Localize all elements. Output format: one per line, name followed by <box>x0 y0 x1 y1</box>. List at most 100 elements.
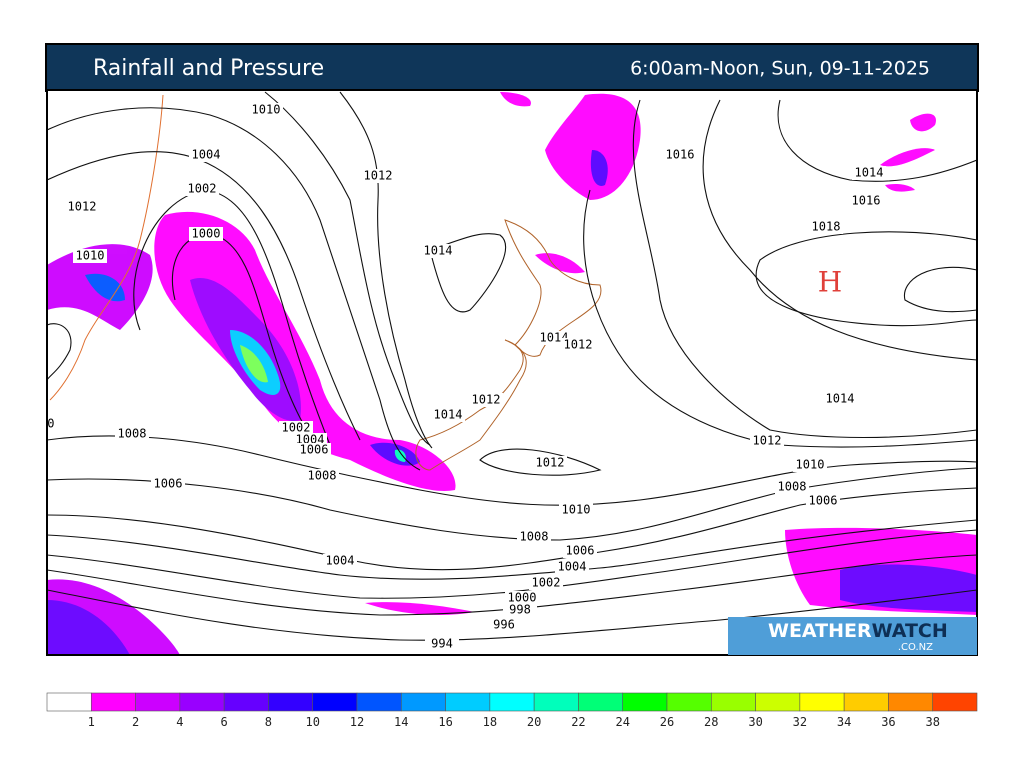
logo-brand-accent: WATCH <box>872 620 948 642</box>
isobar-label-bg <box>517 530 551 544</box>
legend-swatch <box>578 692 624 712</box>
isobar-label: 1008 <box>520 530 549 544</box>
isobar-label-bg <box>185 182 219 196</box>
legend-label: 8 <box>265 715 272 729</box>
isobar-label-bg <box>421 244 455 258</box>
legend-label: 34 <box>837 715 851 729</box>
isobar-label: 1006 <box>566 544 595 558</box>
high-pressure-label: H <box>818 266 842 299</box>
isobar-label-bg <box>809 220 843 234</box>
isobar-label: 1014 <box>855 166 884 180</box>
logo-box <box>728 617 977 655</box>
isobar-label-bg <box>115 427 149 441</box>
legend-label: 24 <box>615 715 629 729</box>
isobar-label: 1002 <box>188 182 217 196</box>
isobar-label-bg <box>189 227 223 241</box>
isobar-label-bg <box>151 477 185 491</box>
isobar-label-bg <box>806 494 840 508</box>
isobar-label-bg <box>775 480 809 494</box>
title: Rainfall and Pressure <box>93 56 324 81</box>
isobar-label-bg <box>849 194 883 208</box>
legend-swatch <box>268 692 314 712</box>
legend-label: 32 <box>793 715 807 729</box>
isobar-label: 1010 <box>76 249 105 263</box>
isobar-label-bg <box>279 421 313 435</box>
isobar-label: 1012 <box>536 456 565 470</box>
legend-swatch <box>533 692 579 712</box>
isobar-label-bg <box>431 408 465 422</box>
isobar-label: 998 <box>509 603 531 617</box>
isobar-label: 1014 <box>434 408 463 422</box>
legend-swatch <box>799 692 845 712</box>
isobar-label: 1016 <box>666 148 695 162</box>
isobar-label-bg <box>73 249 107 263</box>
isobar-label-bg <box>559 503 593 517</box>
isobar-label-bg <box>533 456 567 470</box>
legend-swatch <box>179 692 225 712</box>
isobar-label-bg <box>793 458 827 472</box>
isobar-label-bg <box>750 434 784 448</box>
valid-time: 6:00am-Noon, Sun, 09-11-2025 <box>630 58 930 80</box>
legend-label: 16 <box>438 715 452 729</box>
isobar-label: 1010 <box>252 103 281 117</box>
legend-swatch <box>223 692 269 712</box>
legend-swatch <box>888 692 934 712</box>
isobar-label-bg <box>189 148 223 162</box>
legend-label: 4 <box>176 715 183 729</box>
isobar-label-bg <box>297 443 331 457</box>
legend-label: 14 <box>394 715 408 729</box>
isobar-label: 1002 <box>532 576 561 590</box>
legend-swatch <box>932 692 978 712</box>
isobar-label: 1012 <box>68 200 97 214</box>
isobar-label-bg <box>529 576 563 590</box>
isobar-label: 1006 <box>809 494 838 508</box>
logo-domain: .CO.NZ <box>898 642 933 653</box>
isobar-label: 1004 <box>558 560 587 574</box>
legend-label: 38 <box>925 715 939 729</box>
legend-label: 2 <box>132 715 139 729</box>
legend-swatch <box>356 692 402 712</box>
isobar-label-bg <box>323 554 357 568</box>
legend-label: 10 <box>305 715 319 729</box>
isobar-label: 1014 <box>826 392 855 406</box>
isobar-label-bg <box>561 338 595 352</box>
isobar-label-bg <box>469 393 503 407</box>
isobar-label: 1016 <box>852 194 881 208</box>
isobar-label-bg <box>823 392 857 406</box>
isobar-label-bg <box>852 166 886 180</box>
isobar-label: 1012 <box>753 434 782 448</box>
logo-brand: WEATHER <box>768 620 872 642</box>
isobar-label: 994 <box>431 637 453 651</box>
isobar-label-bg <box>249 103 283 117</box>
rainfall <box>47 92 977 655</box>
legend-swatch <box>46 692 92 712</box>
isobar-label-bg <box>305 469 339 483</box>
isobar-label: 1018 <box>812 220 841 234</box>
legend-swatch <box>135 692 181 712</box>
legend-label: 1 <box>88 715 95 729</box>
isobar-label-bg <box>563 544 597 558</box>
isobar-label: 1008 <box>308 469 337 483</box>
isobar-label: 1010 <box>562 503 591 517</box>
legend-swatch <box>843 692 889 712</box>
isobar-label-bg <box>555 560 589 574</box>
legend-swatch <box>755 692 801 712</box>
legend-swatch <box>90 692 136 712</box>
legend-label: 12 <box>350 715 364 729</box>
isobar-label: 1000 <box>192 227 221 241</box>
legend-label: 30 <box>748 715 762 729</box>
isobar-label: 1014 <box>424 244 453 258</box>
isobar-label: 1006 <box>154 477 183 491</box>
map-frame <box>46 89 978 656</box>
isobar-label-bg <box>361 169 395 183</box>
isobar-label: 1010 <box>796 458 825 472</box>
isobar-label: 1012 <box>364 169 393 183</box>
legend-swatch <box>710 692 756 712</box>
legend-swatch <box>489 692 535 712</box>
legend-swatch <box>400 692 446 712</box>
isobar-label-bg <box>65 200 99 214</box>
isobar-label-bg <box>505 591 539 605</box>
legend-swatch <box>622 692 668 712</box>
